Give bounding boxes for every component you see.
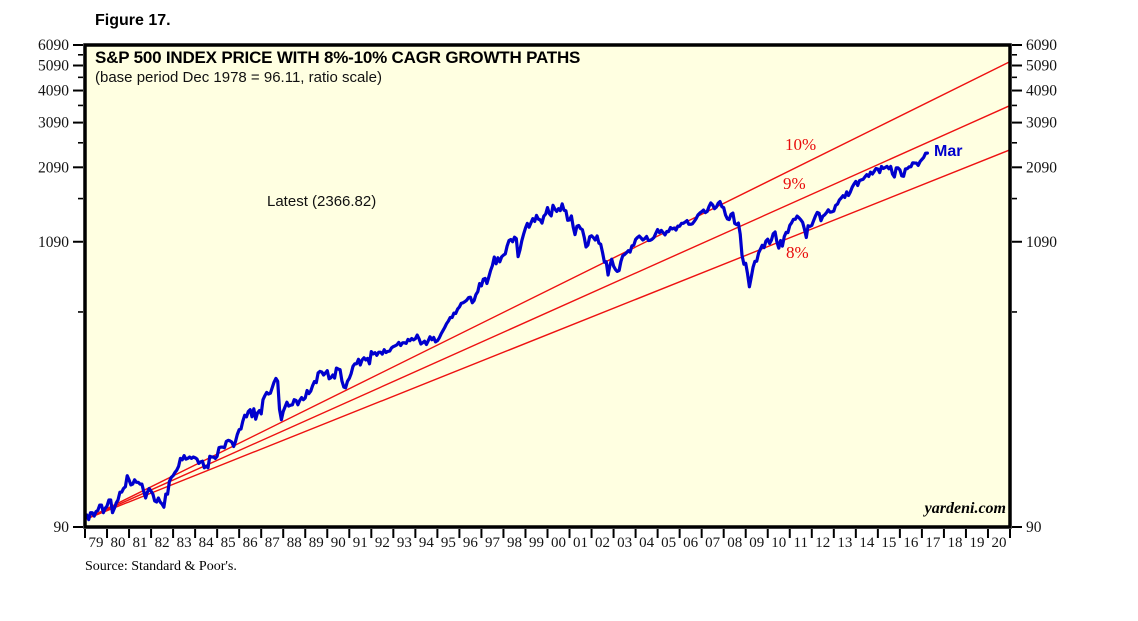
y-tick-label-right: 2090	[1026, 159, 1057, 176]
chart-subtitle: (base period Dec 1978 = 96.11, ratio sca…	[95, 69, 382, 86]
y-tick-label-right: 1090	[1026, 234, 1057, 251]
chart-title: S&P 500 INDEX PRICE WITH 8%-10% CAGR GRO…	[95, 48, 581, 67]
y-tick-label-right: 4090	[1026, 83, 1057, 100]
x-tick-label: 19	[969, 535, 984, 551]
x-tick-label: 87	[265, 535, 281, 551]
x-tick-label: 90	[331, 535, 346, 551]
x-tick-label: 91	[353, 535, 368, 551]
y-tick-label-left: 5090	[38, 58, 69, 75]
x-tick-label: 07	[705, 535, 721, 551]
x-tick-label: 02	[595, 535, 610, 551]
path-label-9pct: 9%	[783, 174, 806, 193]
series-end-label: Mar	[934, 143, 963, 160]
y-axis: 90 90 1090 1090 2090 2090 3090 3090 4090 4090 5090…	[38, 37, 1057, 536]
cagr-path-10pct	[84, 61, 1011, 521]
x-tick-label: 17	[925, 535, 941, 551]
x-tick-label: 18	[947, 535, 962, 551]
x-tick-label: 85	[221, 535, 236, 551]
y-tick-label-right: 5090	[1026, 58, 1057, 75]
x-tick-label: 16	[903, 535, 919, 551]
y-tick-label-left: 2090	[38, 159, 69, 176]
plot-area	[85, 45, 1010, 527]
growth-path-lines	[84, 61, 1011, 521]
path-label-10pct: 10%	[785, 135, 817, 154]
x-tick-label: 12	[815, 535, 830, 551]
path-label-8pct: 8%	[786, 243, 809, 262]
x-tick-label: 79	[89, 535, 104, 551]
x-tick-label: 97	[485, 535, 501, 551]
plot-frame	[83, 43, 1012, 529]
source-note: Source: Standard & Poor's.	[85, 559, 237, 574]
x-tick-label: 09	[749, 535, 764, 551]
x-tick-label: 92	[375, 535, 390, 551]
sp500-price-line	[85, 151, 930, 522]
latest-annotation: Latest (2366.82)	[267, 193, 377, 210]
x-tick-label: 20	[991, 535, 1006, 551]
x-tick-label: 84	[199, 535, 215, 551]
x-tick-label: 03	[617, 535, 632, 551]
x-tick-label: 98	[507, 535, 522, 551]
y-tick-label-left: 1090	[38, 234, 69, 251]
figure-label: Figure 17.	[95, 12, 171, 29]
x-tick-label: 08	[727, 535, 742, 551]
x-tick-label: 00	[551, 535, 566, 551]
x-tick-label: 80	[111, 535, 126, 551]
x-tick-label: 82	[155, 535, 170, 551]
y-tick-label-left: 90	[54, 519, 70, 536]
x-tick-label: 06	[683, 535, 699, 551]
x-tick-label: 01	[573, 535, 588, 551]
x-axis: 79 80 81 82 83 84 85 86 87 88 89 90 91 92 93 94 95 96 97 98…	[84, 529, 1011, 551]
y-tick-label-right: 3090	[1026, 115, 1057, 132]
x-tick-label: 14	[859, 535, 875, 551]
y-tick-label-right: 90	[1026, 519, 1042, 536]
y-tick-label-right: 6090	[1026, 37, 1057, 54]
x-tick-label: 11	[794, 535, 808, 551]
x-tick-label: 15	[881, 535, 896, 551]
x-tick-label: 99	[529, 535, 544, 551]
x-tick-label: 13	[837, 535, 852, 551]
cagr-path-8pct	[84, 149, 1011, 521]
x-tick-label: 89	[309, 535, 324, 551]
x-tick-label: 04	[639, 535, 655, 551]
x-tick-label: 88	[287, 535, 302, 551]
x-tick-label: 10	[771, 535, 786, 551]
x-tick-label: 94	[419, 535, 435, 551]
y-tick-label-left: 4090	[38, 83, 69, 100]
x-tick-label: 05	[661, 535, 676, 551]
cagr-path-9pct	[84, 104, 1011, 521]
y-tick-label-left: 6090	[38, 37, 69, 54]
x-tick-label: 93	[397, 535, 412, 551]
watermark: yardeni.com	[924, 500, 1006, 517]
y-tick-label-left: 3090	[38, 115, 69, 132]
x-tick-label: 83	[177, 535, 192, 551]
x-tick-label: 96	[463, 535, 479, 551]
x-tick-label: 95	[441, 535, 456, 551]
x-tick-label: 86	[243, 535, 259, 551]
x-tick-label: 81	[133, 535, 148, 551]
